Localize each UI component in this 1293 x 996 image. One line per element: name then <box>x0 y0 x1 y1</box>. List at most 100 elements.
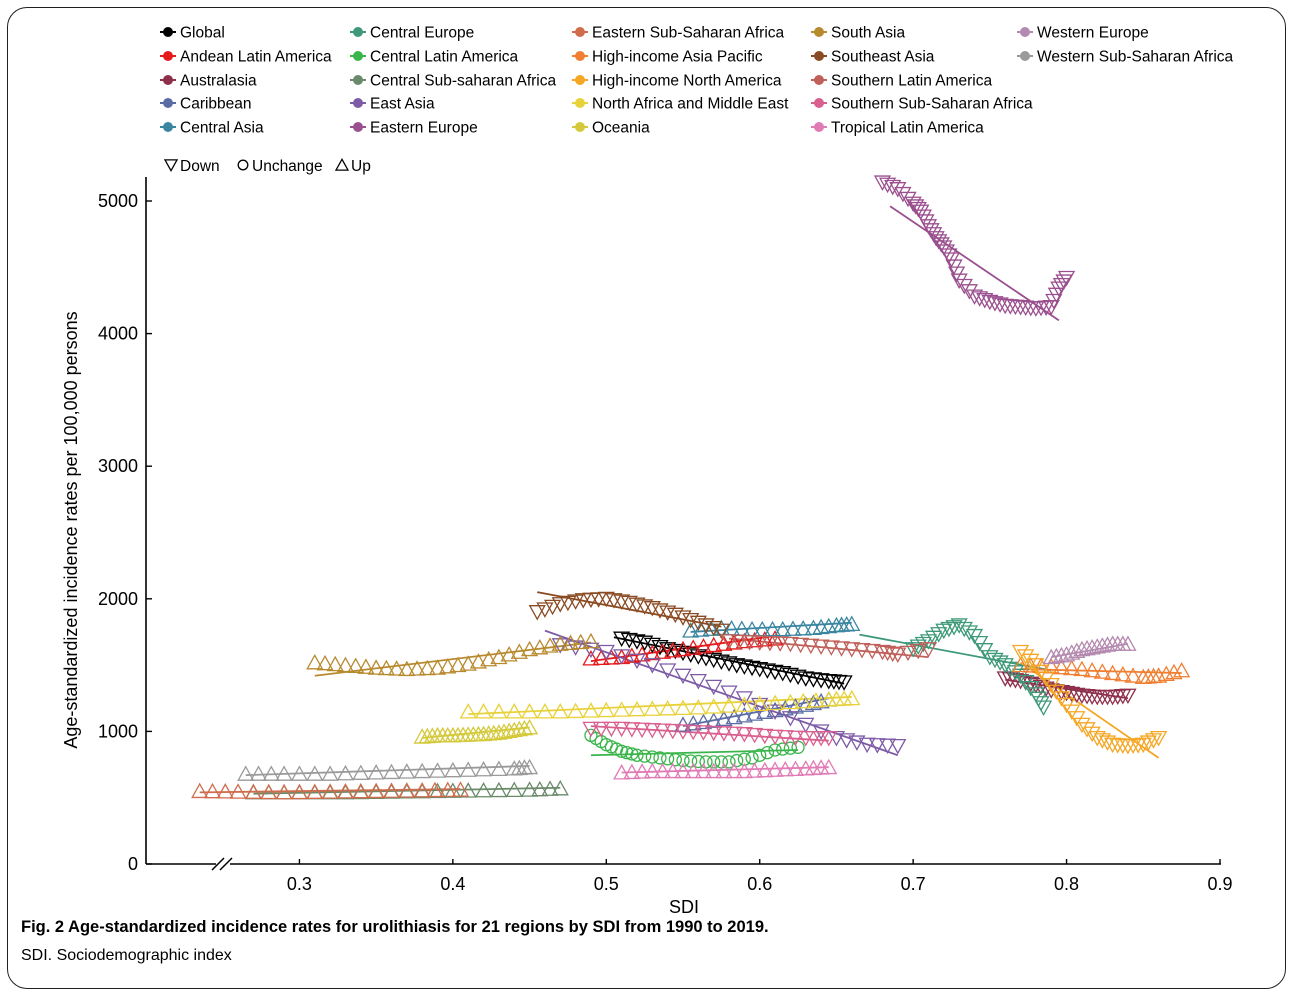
data-point-western-sub-saharan-africa <box>520 758 539 775</box>
data-point-southern-sub-saharan-africa <box>756 728 774 745</box>
data-point-southeast-asia <box>528 605 546 621</box>
data-point-south-asia <box>439 657 457 674</box>
data-point-eastern-europe <box>904 196 922 213</box>
data-point-southeast-asia <box>682 612 700 629</box>
data-point-tropical-latin-america <box>674 762 692 779</box>
data-point-eastern-sub-saharan-africa <box>244 783 263 799</box>
data-point-high-income-north-america <box>1134 737 1152 754</box>
legend-item-east-asia: East Asia <box>350 96 435 113</box>
data-point-global <box>666 643 684 660</box>
legend-item-western-sub-saharan-africa: Western Sub-Saharan Africa <box>1017 49 1234 66</box>
data-point-east-asia <box>597 644 615 661</box>
legend-item-high-income-asia-pacific: High-income Asia Pacific <box>572 49 763 66</box>
data-point-high-income-asia-pacific <box>1103 664 1122 681</box>
fit-line-eastern-sub-saharan-africa <box>199 788 461 794</box>
data-point-caribbean <box>804 694 823 711</box>
x-tick-label: 0.6 <box>747 874 772 894</box>
y-tick-label: 4000 <box>98 324 138 344</box>
data-point-central-asia <box>784 620 802 636</box>
data-point-central-asia <box>843 615 861 632</box>
legend-label: Eastern Sub-Saharan Africa <box>592 25 785 42</box>
data-point-southeast-asia <box>566 594 585 610</box>
data-point-north-africa-and-middle-east <box>674 699 692 715</box>
data-point-tropical-latin-america <box>643 762 661 779</box>
data-point-caribbean <box>684 714 702 731</box>
data-point-western-sub-saharan-africa <box>474 760 493 777</box>
data-point-eastern-europe <box>981 294 999 311</box>
legend-item-global: Global <box>160 25 225 42</box>
data-point-tropical-latin-america <box>664 762 682 779</box>
legend-swatch-dot <box>575 98 585 108</box>
legend-item-southern-sub-saharan-africa: Southern Sub-Saharan Africa <box>811 96 1033 113</box>
data-point-southeast-asia <box>559 595 577 612</box>
data-point-southeast-asia <box>705 620 723 637</box>
data-point-southeast-asia <box>689 615 707 632</box>
data-point-andean-latin-america <box>735 632 753 649</box>
data-point-north-africa-and-middle-east <box>735 696 753 712</box>
data-point-western-europe <box>1083 638 1101 655</box>
data-point-central-asia <box>702 620 720 636</box>
legend-item-southeast-asia: Southeast Asia <box>811 49 935 66</box>
data-point-andean-latin-america <box>756 631 774 647</box>
data-point-central-latin-america <box>707 755 721 769</box>
data-point-southern-sub-saharan-africa <box>592 721 610 738</box>
data-point-australasia <box>1057 685 1076 702</box>
data-point-central-europe <box>904 642 922 658</box>
data-point-andean-latin-america <box>582 650 600 666</box>
data-point-south-asia <box>551 635 569 651</box>
data-point-oceania <box>510 720 528 737</box>
data-point-east-asia <box>705 679 723 696</box>
legend-swatch-dot <box>575 27 585 37</box>
data-point-south-asia <box>367 659 385 675</box>
legend-label: Central Latin America <box>370 49 519 66</box>
data-point-western-europe <box>1073 640 1091 657</box>
data-point-southeast-asia <box>551 597 569 613</box>
data-point-western-sub-saharan-africa <box>413 762 431 779</box>
legend-swatch-dot <box>353 27 363 37</box>
figure-caption: Fig. 2 Age-standardized incidence rates … <box>21 918 769 936</box>
y-axis-label: Age-standardized incidence rates per 100… <box>61 311 81 748</box>
legend-item-north-africa-and-middle-east: North Africa and Middle East <box>572 96 789 113</box>
legend-swatch-dot <box>353 122 363 132</box>
data-point-central-sub-saharan-africa <box>551 779 569 796</box>
data-point-eastern-europe <box>1042 300 1060 316</box>
data-point-caribbean <box>725 708 743 725</box>
data-point-australasia <box>1068 687 1086 704</box>
data-point-tropical-latin-america <box>613 764 631 780</box>
legend-label: Central Asia <box>180 120 264 137</box>
data-point-central-latin-america <box>614 744 629 758</box>
data-point-east-asia <box>720 685 738 701</box>
data-point-east-asia <box>551 638 569 654</box>
data-point-north-africa-and-middle-east <box>582 702 600 718</box>
legend-swatch-dot <box>575 75 585 85</box>
data-point-central-sub-saharan-africa <box>541 780 559 796</box>
data-point-south-asia <box>541 637 559 653</box>
legend-swatch-dot <box>814 51 824 61</box>
trend-legend-label: Down <box>180 158 220 175</box>
trend-legend-unchange: Unchange <box>237 158 323 175</box>
data-point-western-europe <box>1063 644 1081 660</box>
data-point-southeast-asia <box>636 599 654 615</box>
data-point-central-sub-saharan-africa <box>520 781 539 797</box>
legend-swatch-dot <box>575 122 585 132</box>
data-point-southern-sub-saharan-africa <box>820 731 838 747</box>
x-tick-label: 0.4 <box>440 874 465 894</box>
data-point-andean-latin-america <box>623 647 641 663</box>
data-point-andean-latin-america <box>705 636 723 653</box>
data-point-south-asia <box>510 643 528 659</box>
series-high-income-north-america <box>1011 644 1168 755</box>
data-point-southern-latin-america <box>792 637 810 654</box>
fit-line-western-europe <box>1051 642 1129 659</box>
data-point-north-africa-and-middle-east <box>781 693 800 710</box>
data-point-andean-latin-america <box>715 635 733 651</box>
data-point-south-asia <box>480 650 498 667</box>
data-point-southern-sub-saharan-africa <box>613 721 631 738</box>
data-point-southern-latin-america <box>884 646 902 663</box>
legend-item-eastern-europe: Eastern Europe <box>350 120 478 137</box>
data-point-central-latin-america <box>661 752 675 766</box>
data-point-andean-latin-america <box>664 642 682 658</box>
data-point-eastern-europe <box>971 291 989 307</box>
data-point-southern-sub-saharan-africa <box>674 724 692 740</box>
data-point-high-income-asia-pacific <box>1093 663 1111 679</box>
data-point-tropical-latin-america <box>735 762 753 779</box>
